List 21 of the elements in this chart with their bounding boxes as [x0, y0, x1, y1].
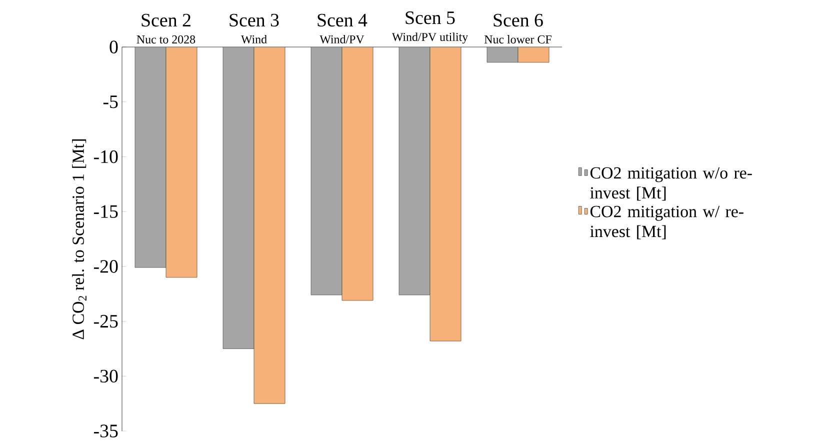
legend-label: CO2 mitigation w/o re-invest [Mt]: [590, 167, 752, 201]
x-tick-label: Scen 3: [230, 14, 279, 27]
y-tick-label: -5: [103, 96, 118, 108]
y-tick-label: -10: [94, 150, 118, 164]
y-tick-label: -35: [94, 424, 118, 438]
x-tick-label: Scen 4: [318, 14, 368, 27]
y-tick-label: -25: [94, 314, 118, 328]
text: Nuc lower CF: [484, 35, 552, 44]
y-tick-label: -20: [94, 260, 118, 273]
y-tick-label: -15: [94, 205, 118, 218]
text: Wind/PV utility: [392, 32, 468, 44]
y-axis-title: Δ CO$_{2}$ rel. to Scenario 1 [Mt]: [72, 139, 86, 340]
text: Wind: [240, 34, 267, 44]
x-tick-label: Scen 5: [406, 11, 455, 24]
text: Nuc to 2028: [136, 35, 196, 44]
x-tick-label: Scen 6: [494, 14, 543, 27]
x-tick-label: Scen 2: [142, 14, 190, 27]
y-tick-label: -30: [94, 370, 118, 383]
y-tick-label: 0: [110, 40, 118, 54]
legend-label: CO2 mitigation w/ re-invest [Mt]: [590, 206, 744, 240]
text: Wind/PV: [320, 34, 364, 44]
